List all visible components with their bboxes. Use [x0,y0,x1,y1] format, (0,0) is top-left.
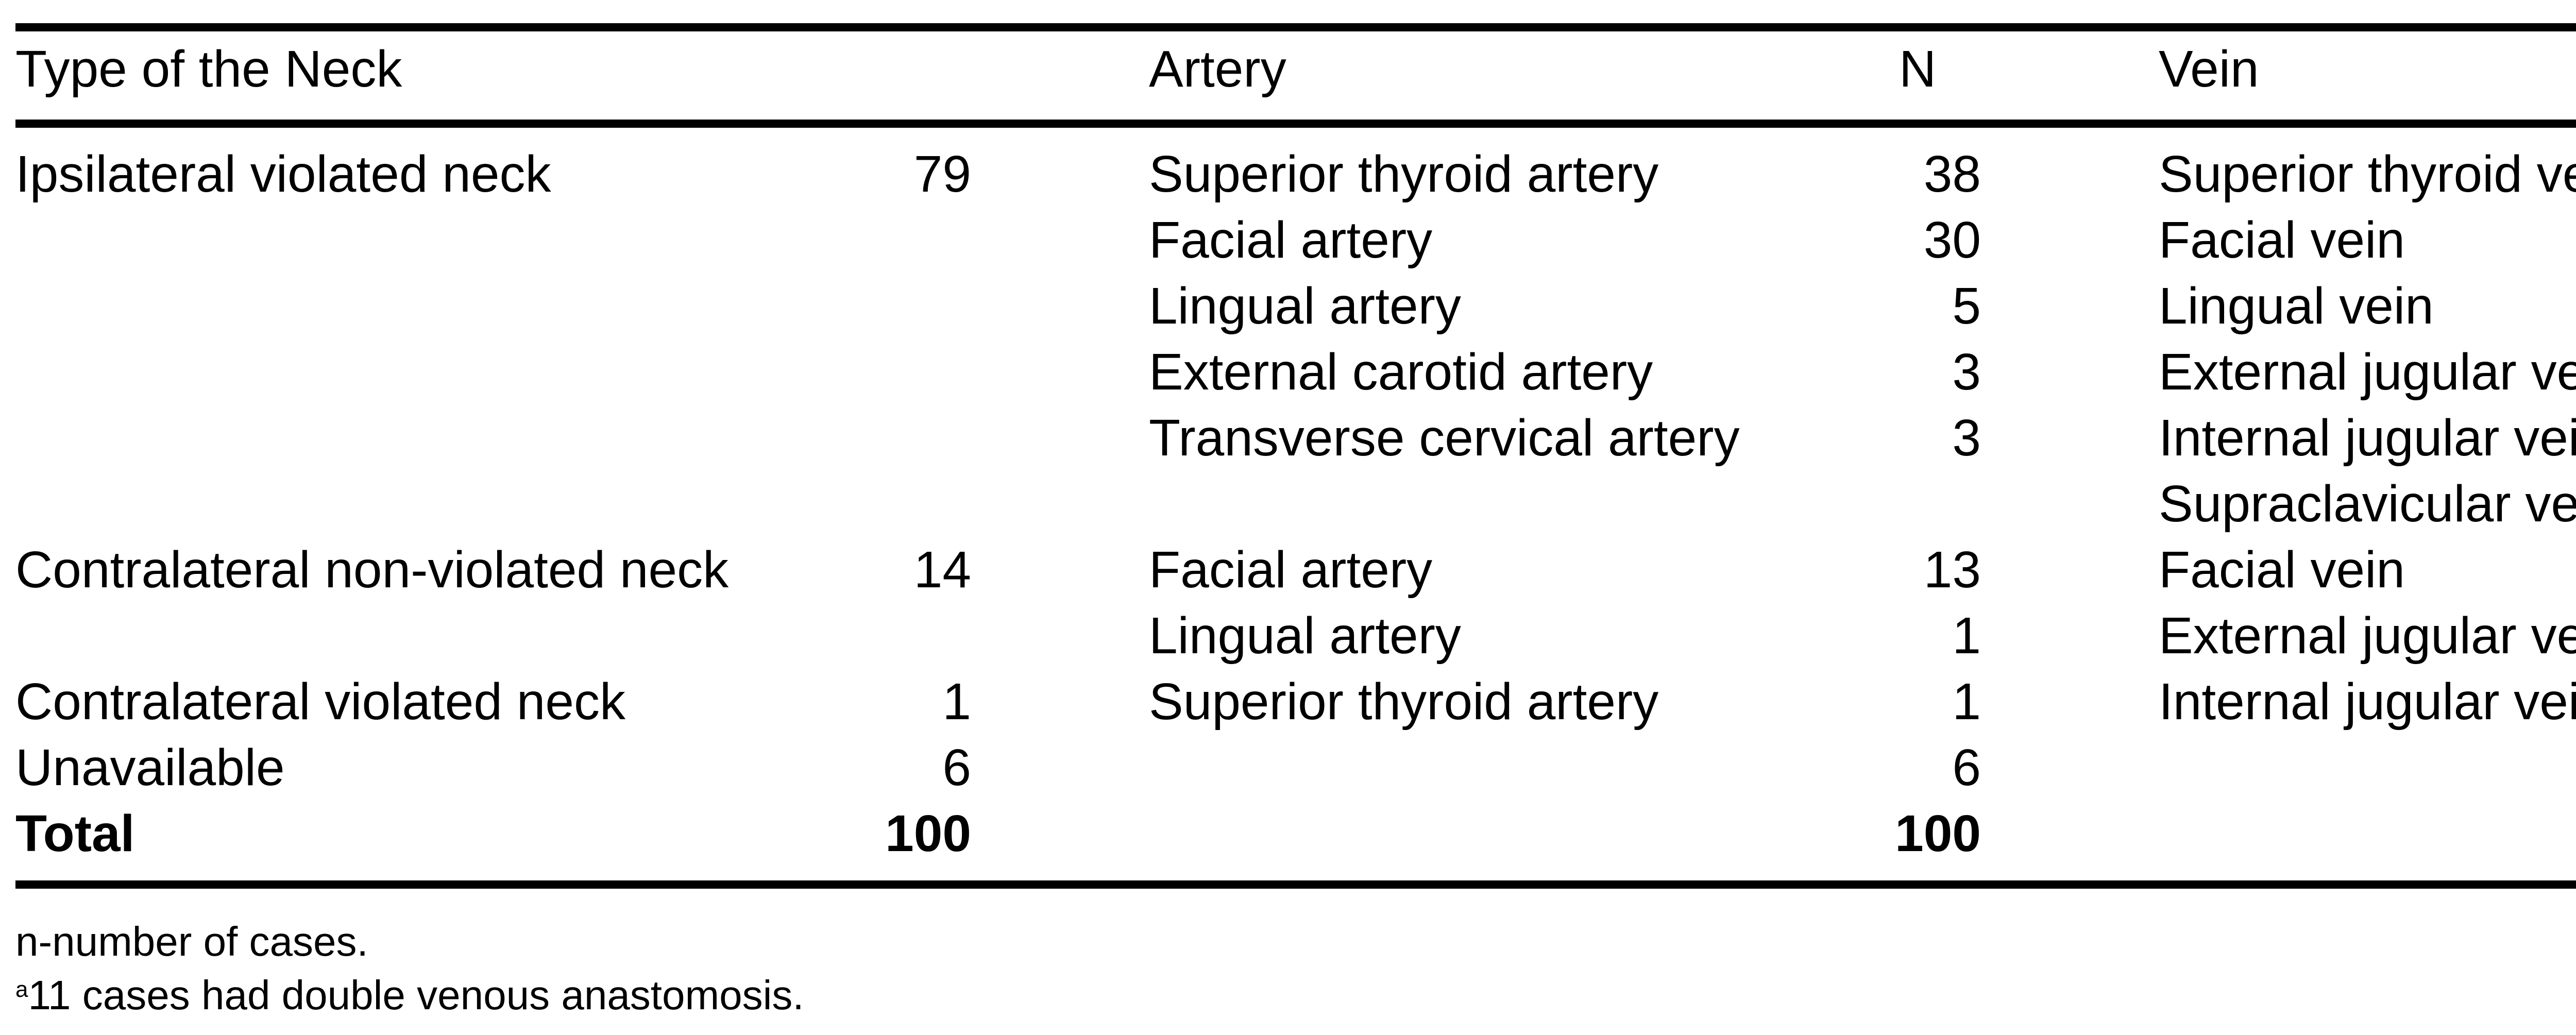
neck-n-cell: 1 [942,673,971,731]
artery-n-cell: 6 [1952,739,1981,796]
artery-n-cell: 38 [1923,145,1981,203]
artery-n-cell: 30 [1923,211,1981,269]
anastomosis-table: Type of the Neck Artery N Vein N Ipsilat… [15,23,2576,889]
vein-cell: Internal jugular vein [2159,673,2576,731]
neck-type-cell: Total [15,805,135,862]
neck-n-cell: 79 [913,145,971,203]
vein-cell: Facial vein [2159,211,2405,269]
neck-type-cell: Contralateral violated neck [15,673,625,731]
table-header-row: Type of the Neck Artery N Vein N [15,31,2576,120]
neck-n-cell: 100 [885,805,971,862]
table-bottom-rule [15,880,2576,889]
artery-cell: External carotid artery [1149,343,1653,401]
artery-cell: Lingual artery [1149,277,1461,335]
table-row: Transverse cervical artery 3 Internal jugu… [15,405,2576,471]
header-vein: Vein [2159,40,2259,98]
header-artery: Artery [1149,40,1286,98]
vein-cell: Lingual vein [2159,277,2434,335]
table-row: Contralateral non-violated neck 14 Facial … [15,537,2576,603]
neck-n-cell: 6 [942,739,971,796]
artery-n-cell: 3 [1952,409,1981,467]
neck-type-cell: Ipsilateral violated neck [15,145,551,203]
table-row: External carotid artery 3 External jugular… [15,339,2576,405]
artery-cell: Lingual artery [1149,607,1461,665]
neck-type-cell: Contralateral non-violated neck [15,541,729,599]
neck-type-cell: Unavailable [15,739,285,796]
vein-cell: Supraclavicular vein [2159,475,2576,533]
table-header-rule [15,120,2576,128]
neck-n-cell: 14 [913,541,971,599]
vein-cell: Superior thyroid vein [2159,145,2576,203]
vein-cell: External jugular vein [2159,607,2576,665]
header-artery-n: N [1899,40,1937,98]
table-top-rule [15,23,2576,31]
artery-cell: Transverse cervical artery [1149,409,1740,467]
artery-cell: Facial artery [1149,211,1433,269]
footnote-a-marker: a [15,976,28,1002]
footnote-a: a11 cases had double venous anastomosis. [15,974,804,1017]
footnote-n-definition: n-number of cases. [15,919,368,964]
header-neck-type: Type of the Neck [15,40,402,98]
artery-n-cell: 1 [1952,673,1981,731]
artery-cell: Superior thyroid artery [1149,145,1659,203]
vein-cell: Facial vein [2159,541,2405,599]
artery-n-cell: 100 [1895,805,1981,862]
vein-cell: Internal jugular vein [2159,409,2576,467]
vein-cell: External jugular vein [2159,343,2576,401]
artery-n-cell: 1 [1952,607,1981,665]
table-row: Supraclavicular vein1 [15,471,2576,537]
footnote-a-text: 11 cases had double venous anastomosis. [28,972,804,1018]
artery-n-cell: 5 [1952,277,1981,335]
table-body: Ipsilateral violated neck 79 Superior thyr… [15,128,2576,880]
artery-cell: Superior thyroid artery [1149,673,1659,731]
table-row: Unavailable666 [15,735,2576,801]
table-row: Contralateral violated neck 1 Superior thy… [15,669,2576,735]
artery-cell: Facial artery [1149,541,1433,599]
table-row: Total100100111a [15,801,2576,867]
artery-n-cell: 3 [1952,343,1981,401]
table-row: Ipsilateral violated neck 79 Superior thyr… [15,141,2576,207]
artery-n-cell: 13 [1923,541,1981,599]
